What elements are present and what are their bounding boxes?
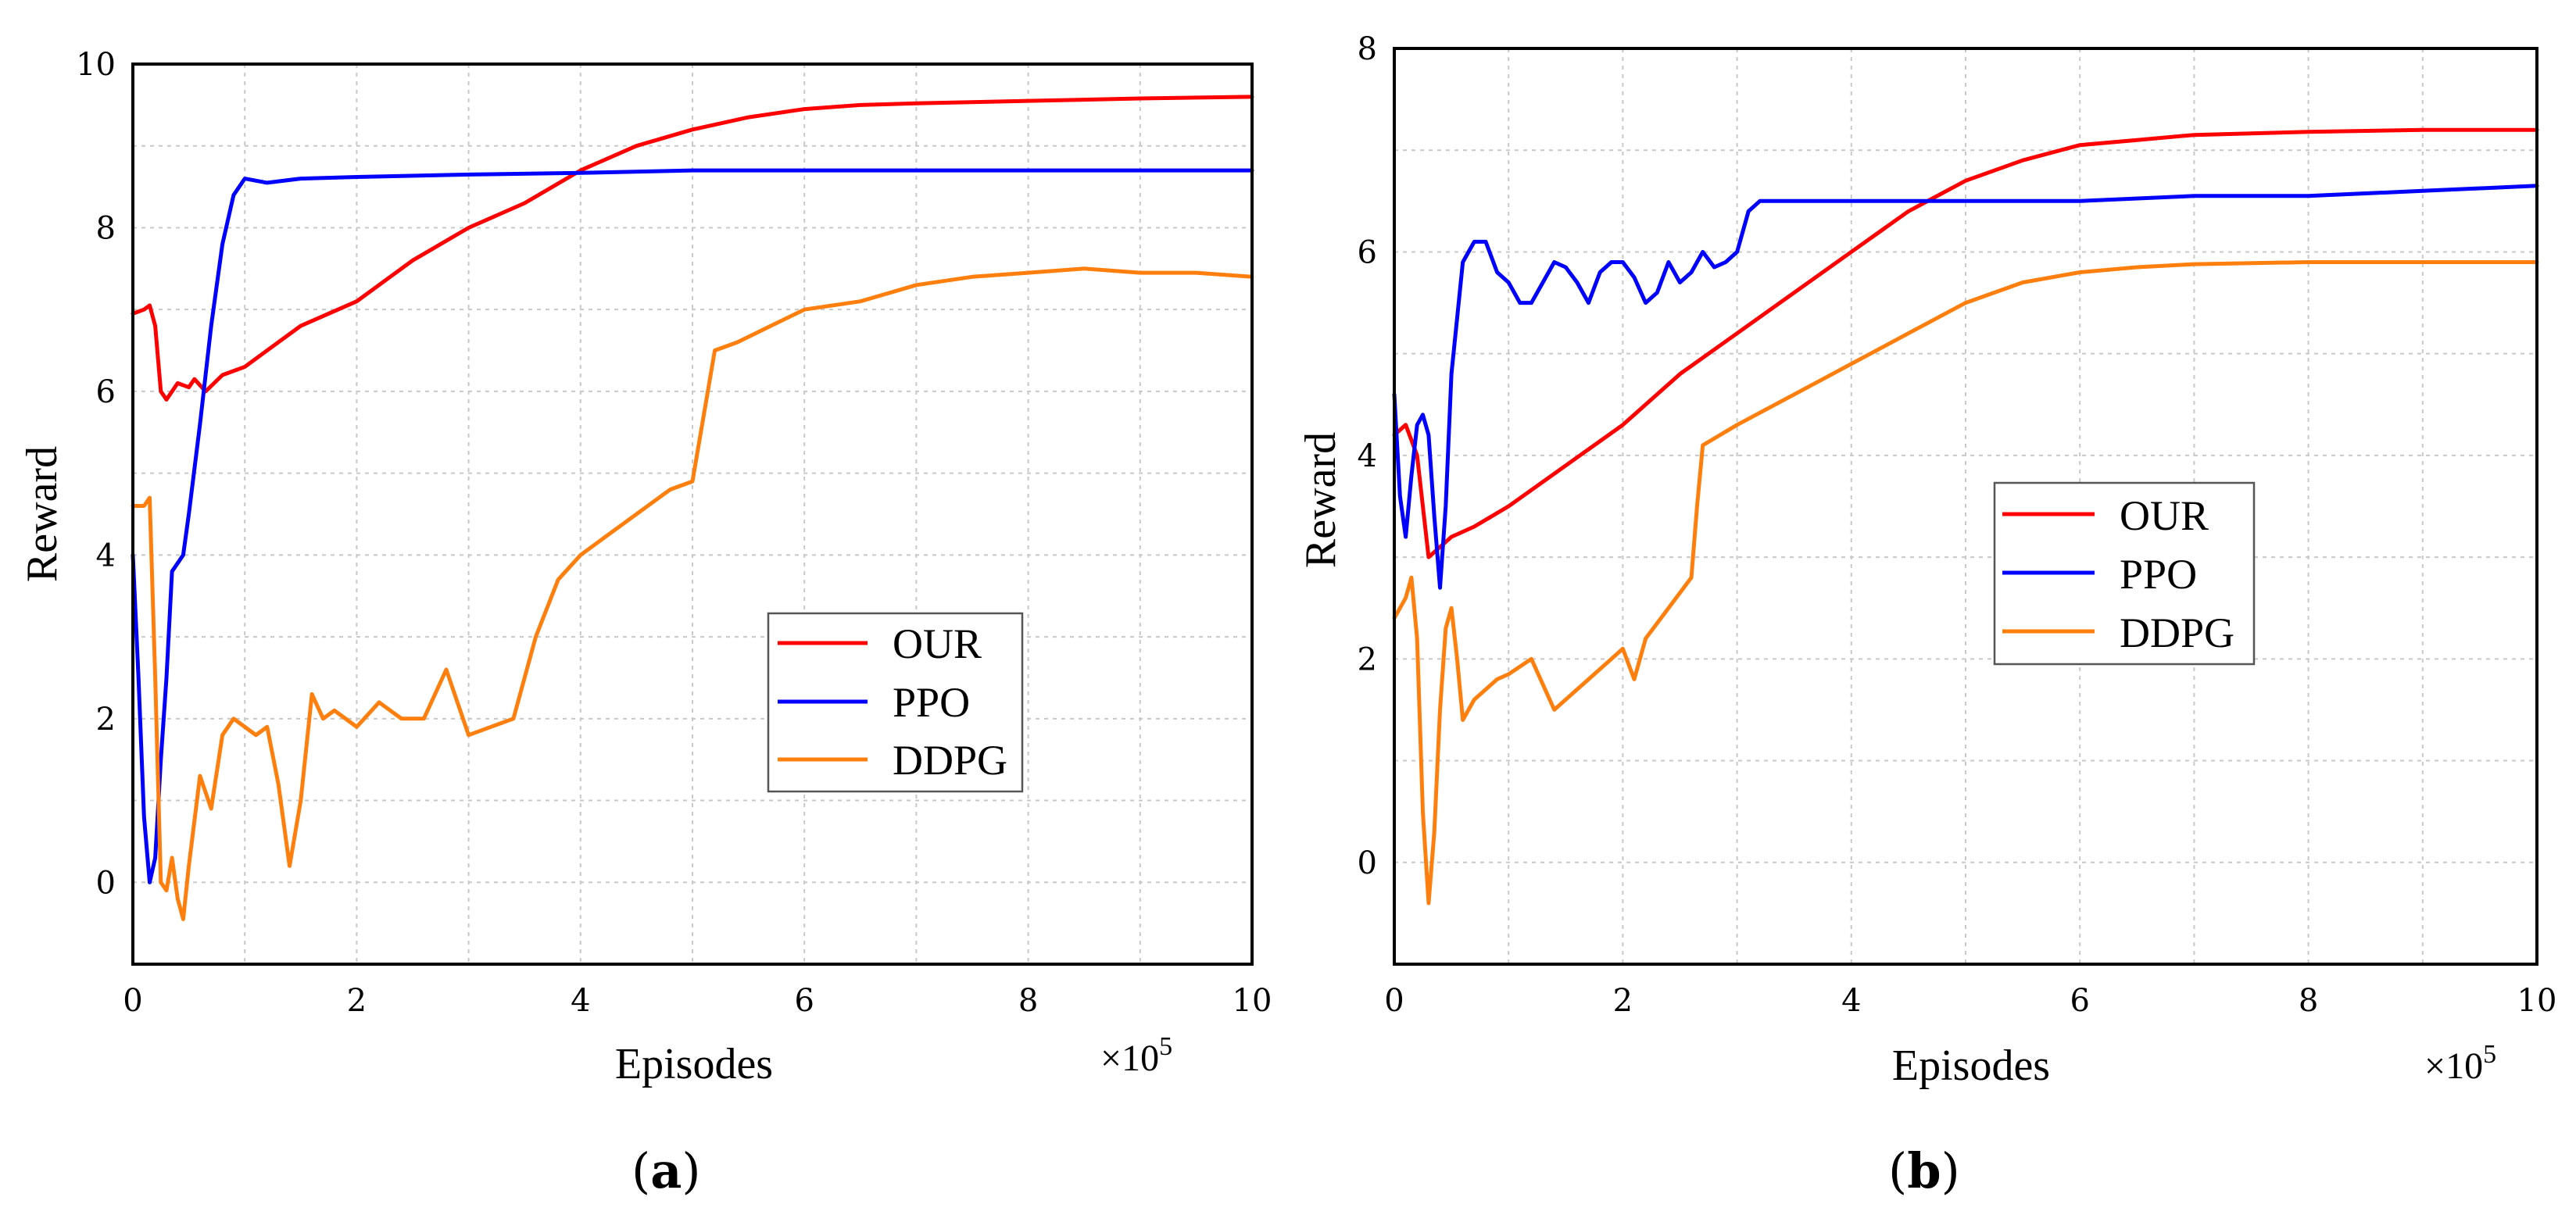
y-tick-label: 10 — [76, 47, 116, 83]
legend-label-our-a: OUR — [893, 620, 982, 667]
legend-b: OUR PPO DDPG — [1993, 481, 2256, 666]
x-tick-labels-a: 0 2 4 6 8 10 — [123, 983, 1272, 1019]
grid-a — [133, 64, 1252, 965]
x-tick-label: 2 — [347, 983, 367, 1019]
y-axis-title-b: Reward — [1297, 432, 1345, 568]
panel-caption-letter-b: b — [1907, 1142, 1941, 1199]
y-tick-label: 4 — [1358, 438, 1377, 474]
x-tick-label: 4 — [571, 983, 590, 1019]
legend-a: OUR PPO DDPG — [767, 612, 1024, 793]
x-scale-factor-b: ×105 — [2424, 1040, 2496, 1087]
y-tick-label: 0 — [96, 865, 116, 901]
y-tick-label: 2 — [1358, 641, 1377, 677]
series-line-ddpg-a — [131, 266, 1254, 921]
x-tick-label: 6 — [794, 983, 814, 1019]
plot-frame-b — [1393, 47, 2538, 966]
x-tick-label: 10 — [2517, 983, 2557, 1019]
panel-a: 0 2 4 6 8 10 0 2 4 6 8 10 Episodes Reward ×105 OUR… — [18, 47, 1272, 1199]
panel-b: 0 2 4 6 8 10 0 2 4 6 8 Episodes Reward ×105 OUR P… — [1297, 31, 2556, 1199]
x-scale-exponent-b: 5 — [2483, 1040, 2496, 1069]
y-tick-labels-b: 0 2 4 6 8 — [1358, 31, 1377, 881]
panel-caption-close-a: ) — [682, 1142, 700, 1199]
x-tick-label: 4 — [1841, 983, 1861, 1019]
y-tick-label: 6 — [1358, 234, 1377, 270]
y-axis-title-a: Reward — [18, 446, 66, 582]
legend-label-our-b: OUR — [2120, 492, 2209, 539]
x-tick-label: 2 — [1613, 983, 1633, 1019]
series-line-ppo-a — [131, 168, 1254, 884]
x-tick-label: 0 — [1384, 983, 1404, 1019]
x-scale-prefix-a: ×10 — [1100, 1038, 1159, 1079]
series-group-a — [131, 95, 1254, 921]
legend-label-ddpg-a: DDPG — [893, 737, 1007, 784]
x-tick-labels-b: 0 2 4 6 8 10 — [1384, 983, 2556, 1019]
y-tick-label: 2 — [96, 702, 116, 738]
x-axis-title-b: Episodes — [1892, 1042, 2050, 1090]
legend-label-ppo-a: PPO — [893, 679, 970, 726]
y-tick-labels-a: 0 2 4 6 8 10 — [76, 47, 116, 901]
panel-caption-close-b: ) — [1941, 1142, 1960, 1199]
x-axis-title-a: Episodes — [615, 1040, 773, 1088]
y-tick-label: 4 — [96, 538, 116, 573]
panel-caption-a: (a) — [631, 1142, 701, 1199]
panel-caption-open-b: ( — [1888, 1142, 1907, 1199]
y-tick-label: 8 — [1358, 31, 1377, 67]
x-tick-label: 0 — [123, 983, 142, 1019]
panel-caption-letter-a: a — [650, 1142, 682, 1199]
series-line-our-a — [131, 95, 1254, 402]
panel-caption-b: (b) — [1888, 1142, 1960, 1199]
x-scale-prefix-b: ×10 — [2424, 1045, 2483, 1087]
x-tick-label: 8 — [1018, 983, 1038, 1019]
plot-frame-a — [131, 63, 1254, 966]
series-group-b — [1392, 127, 2539, 906]
x-scale-exponent-a: 5 — [1159, 1032, 1172, 1061]
x-tick-label: 6 — [2070, 983, 2089, 1019]
grid-b — [1394, 48, 2537, 965]
legend-label-ddpg-b: DDPG — [2120, 609, 2234, 656]
panel-caption-open-a: ( — [631, 1142, 650, 1199]
y-tick-label: 8 — [96, 210, 116, 246]
x-scale-factor-a: ×105 — [1100, 1032, 1172, 1079]
x-tick-label: 10 — [1233, 983, 1272, 1019]
legend-label-ppo-b: PPO — [2120, 551, 2197, 598]
series-line-ppo-b — [1392, 184, 2539, 590]
y-tick-label: 6 — [96, 374, 116, 410]
series-line-ddpg-b — [1392, 260, 2539, 906]
x-tick-label: 8 — [2299, 983, 2318, 1019]
y-tick-label: 0 — [1358, 845, 1377, 881]
